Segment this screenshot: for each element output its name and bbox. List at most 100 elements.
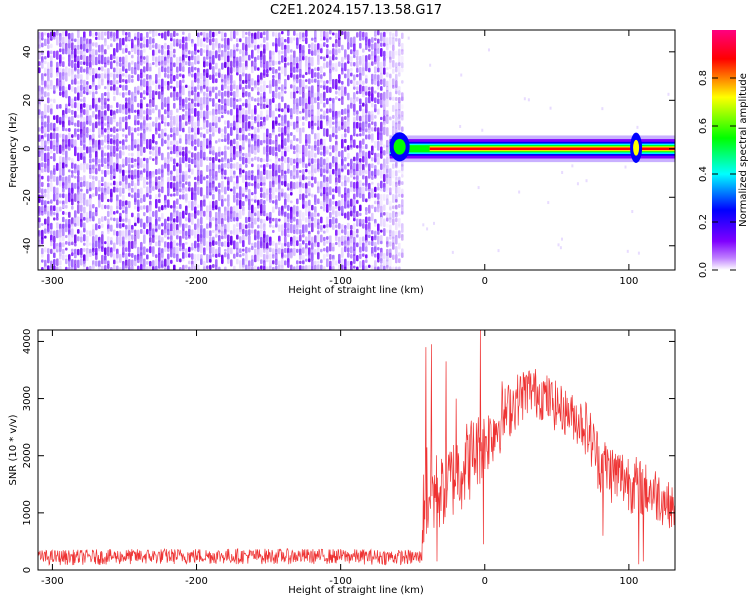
heatmap-cell <box>176 108 179 113</box>
heatmap-cell <box>209 192 212 196</box>
heatmap-cell <box>320 205 323 210</box>
heatmap-cell <box>38 187 41 194</box>
heatmap-cell <box>77 68 80 75</box>
heatmap-cell <box>158 32 161 37</box>
heatmap-cell <box>332 216 335 225</box>
heatmap-cell <box>47 164 50 173</box>
heatmap-cell <box>332 246 335 252</box>
heatmap-cell <box>137 90 140 95</box>
heatmap-cell <box>269 84 272 94</box>
heatmap-cell <box>326 176 329 183</box>
heatmap-cell <box>71 265 74 270</box>
heatmap-cell <box>260 85 263 93</box>
heatmap-cell <box>296 248 299 253</box>
heatmap-cell <box>68 180 71 190</box>
heatmap-cell <box>371 253 374 257</box>
heatmap-cell <box>257 114 260 123</box>
heatmap-cell <box>398 62 401 67</box>
heatmap-cell <box>128 247 131 253</box>
heatmap-cell <box>80 61 83 66</box>
heatmap-cell <box>170 223 173 232</box>
heatmap-cell <box>137 180 140 186</box>
heatmap-cell <box>299 60 302 71</box>
heatmap-cell <box>278 66 281 71</box>
heatmap-cell <box>134 109 137 113</box>
heatmap-cell <box>53 217 56 221</box>
heatmap-cell <box>266 156 269 163</box>
heatmap-cell <box>215 50 218 59</box>
heatmap-cell <box>371 181 374 185</box>
heatmap-cell <box>101 192 104 203</box>
heatmap-cell <box>227 186 230 191</box>
heatmap-cell <box>305 229 308 233</box>
heatmap-cell <box>134 222 137 227</box>
heatmap-cell <box>299 265 302 270</box>
heatmap-cell <box>365 55 368 63</box>
heatmap-cell <box>41 181 44 188</box>
heatmap-cell <box>176 205 179 210</box>
heatmap-cell <box>167 265 170 270</box>
heatmap-cell <box>140 158 143 168</box>
heatmap-cell <box>62 248 65 255</box>
heatmap-cell <box>221 180 224 189</box>
heatmap-cell <box>173 187 176 191</box>
heatmap-cell <box>140 37 143 41</box>
heatmap-cell <box>44 140 47 147</box>
heatmap-cell <box>275 194 278 200</box>
heatmap-cell <box>305 98 308 105</box>
heatmap-cell <box>158 91 161 100</box>
heatmap-cell <box>227 258 230 265</box>
heatmap-cell <box>167 247 170 253</box>
heatmap-cell <box>329 151 332 157</box>
heatmap-cell <box>83 206 86 214</box>
heatmap-cell <box>239 248 242 254</box>
heatmap-cell <box>299 110 302 114</box>
heatmap-cell <box>320 264 323 270</box>
heatmap-cell <box>347 247 350 253</box>
heatmap-cell <box>65 164 68 168</box>
heatmap-cell <box>170 252 173 258</box>
heatmap-cell <box>44 266 47 270</box>
heatmap-cell <box>275 120 278 125</box>
heatmap-cell <box>80 223 83 228</box>
heatmap-cell <box>293 266 296 270</box>
heatmap-cell <box>401 164 404 172</box>
heatmap-cell <box>266 259 269 263</box>
heatmap-cell <box>326 246 329 253</box>
heatmap-cell <box>260 116 263 121</box>
heatmap-cell <box>104 265 107 270</box>
heatmap-cell <box>248 42 251 48</box>
heatmap-cell <box>302 74 305 79</box>
heatmap-cell <box>221 138 224 143</box>
heatmap-cell <box>302 79 305 89</box>
heatmap-cell <box>119 199 122 208</box>
heatmap-cell <box>38 44 41 49</box>
heatmap-cell <box>314 78 317 83</box>
heatmap-cell <box>299 181 302 189</box>
heatmap-cell <box>179 188 182 193</box>
heatmap-cell <box>179 96 182 106</box>
heatmap-cell <box>308 180 311 187</box>
heatmap-cell <box>170 170 173 175</box>
heatmap-cell <box>188 200 191 209</box>
heatmap-cell <box>86 91 89 96</box>
heatmap-cell <box>218 229 221 233</box>
heatmap-cell <box>374 206 377 213</box>
heatmap-cell <box>377 55 380 62</box>
heatmap-cell <box>134 144 137 149</box>
heatmap-cell <box>218 109 221 115</box>
heatmap-cell <box>362 121 365 131</box>
heatmap-cell <box>230 66 233 74</box>
heatmap-cell <box>284 254 287 258</box>
heatmap-cell <box>266 193 269 199</box>
heatmap-cell <box>293 30 296 36</box>
y-tick-label: 1000 <box>22 500 33 525</box>
heatmap-cell <box>230 163 233 169</box>
heatmap-cell <box>119 74 122 84</box>
heatmap-cell <box>203 138 206 148</box>
heatmap-cell <box>44 211 47 215</box>
heatmap-cell <box>164 80 167 86</box>
heatmap-cell <box>101 182 104 187</box>
heatmap-cell <box>272 146 275 156</box>
heatmap-cell <box>293 158 296 164</box>
